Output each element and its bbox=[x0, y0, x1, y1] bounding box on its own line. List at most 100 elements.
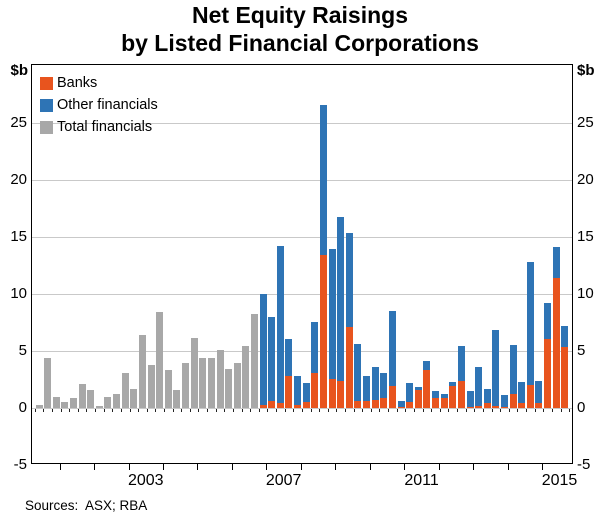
quarter-tick bbox=[258, 409, 260, 412]
y-tick-right-20: 20 bbox=[577, 170, 594, 188]
bar-2009Q2-other bbox=[345, 233, 353, 327]
quarter-tick bbox=[103, 409, 105, 412]
y-tick-left-5: 5 bbox=[18, 341, 27, 359]
quarter-tick bbox=[345, 409, 346, 412]
quarter-tick bbox=[198, 409, 200, 412]
y-tick-left-15: 15 bbox=[10, 227, 27, 245]
gridline-15 bbox=[32, 236, 572, 238]
quarter-tick bbox=[413, 409, 415, 412]
x-label-2003: 2003 bbox=[127, 472, 164, 489]
quarter-tick bbox=[353, 409, 355, 412]
y-tick-right-10: 10 bbox=[577, 284, 594, 302]
bar-2009Q4-other bbox=[363, 376, 371, 402]
quarter-tick bbox=[172, 409, 174, 412]
legend-item-banks: Banks bbox=[40, 72, 158, 94]
bar-2005Q2-total bbox=[207, 357, 215, 408]
year-tick-2012 bbox=[438, 464, 440, 470]
bar-2014Q1-other bbox=[509, 345, 517, 395]
bar-2015Q3-banks bbox=[561, 347, 569, 408]
quarter-tick bbox=[155, 409, 157, 412]
year-tick-2011 bbox=[404, 464, 406, 470]
bar-2001Q4-total bbox=[87, 389, 95, 408]
bar-2010Q2-banks bbox=[380, 397, 388, 408]
bar-2015Q2-banks bbox=[552, 277, 560, 408]
bar-2002Q4-total bbox=[121, 372, 129, 408]
bar-2012Q3-banks bbox=[457, 380, 465, 408]
bar-2000Q2-total bbox=[35, 404, 43, 408]
gridline-0 bbox=[32, 408, 572, 409]
bar-2015Q2-other bbox=[552, 246, 560, 278]
quarter-tick bbox=[482, 409, 484, 412]
year-tick-2008 bbox=[300, 464, 302, 470]
quarter-tick bbox=[224, 409, 226, 412]
quarter-tick bbox=[422, 409, 424, 412]
quarter-tick bbox=[241, 409, 243, 412]
bar-2007Q3-banks bbox=[285, 376, 293, 408]
bar-2001Q3-total bbox=[78, 384, 86, 408]
year-tick-2002 bbox=[94, 464, 96, 470]
bar-2011Q3-other bbox=[423, 361, 431, 371]
quarter-tick bbox=[215, 409, 217, 412]
bar-2009Q4-banks bbox=[363, 401, 371, 408]
quarter-tick bbox=[388, 409, 390, 412]
quarter-tick bbox=[526, 409, 528, 412]
gridline-25 bbox=[32, 122, 572, 124]
quarter-tick bbox=[34, 409, 36, 412]
year-tick-2001 bbox=[59, 464, 61, 470]
bar-2014Q3-other bbox=[526, 261, 534, 386]
quarter-tick bbox=[439, 409, 441, 412]
bar-2005Q4-total bbox=[225, 369, 233, 408]
bar-2015Q1-other bbox=[544, 302, 552, 340]
legend-label-banks: Banks bbox=[57, 74, 98, 91]
bar-2013Q4-banks bbox=[500, 406, 508, 408]
quarter-tick bbox=[232, 409, 234, 412]
year-tick-2003 bbox=[128, 464, 130, 470]
bar-2011Q2-banks bbox=[414, 389, 422, 408]
quarter-tick bbox=[457, 409, 459, 412]
bar-2002Q3-total bbox=[113, 394, 121, 408]
gridline-5 bbox=[32, 350, 572, 352]
bar-2013Q1-other bbox=[475, 366, 483, 406]
quarter-tick bbox=[396, 409, 398, 412]
quarter-tick bbox=[319, 409, 321, 412]
bar-2006Q1-total bbox=[233, 363, 241, 408]
bar-2011Q1-banks bbox=[406, 402, 414, 408]
bar-2003Q2-total bbox=[138, 334, 146, 408]
quarter-tick bbox=[51, 409, 53, 412]
legend-item-total-financials: Total financials bbox=[40, 116, 158, 138]
bar-2005Q1-total bbox=[199, 357, 207, 408]
quarter-tick bbox=[336, 409, 338, 412]
bar-2012Q2-banks bbox=[449, 386, 457, 408]
bar-2009Q1-banks bbox=[337, 380, 345, 408]
quarter-tick bbox=[112, 409, 114, 412]
quarter-tick bbox=[560, 409, 562, 412]
chart-title-line1: Net Equity Raisings bbox=[192, 2, 408, 28]
bar-2008Q2-banks bbox=[311, 372, 319, 408]
quarter-tick bbox=[163, 409, 165, 412]
legend-label-other-financials: Other financials bbox=[57, 96, 158, 113]
bar-2009Q3-banks bbox=[354, 401, 362, 408]
year-tick-2006 bbox=[231, 464, 233, 470]
quarter-tick bbox=[95, 409, 97, 412]
bar-2007Q2-other bbox=[276, 245, 284, 404]
bar-2012Q4-banks bbox=[466, 406, 474, 408]
total-financials-swatch-icon bbox=[40, 120, 53, 134]
quarter-tick bbox=[267, 409, 269, 412]
year-tick-2015 bbox=[542, 464, 544, 470]
bar-2010Q1-banks bbox=[371, 400, 379, 408]
bar-2004Q3-total bbox=[182, 363, 190, 408]
legend-label-total-financials: Total financials bbox=[57, 118, 153, 135]
bar-2011Q3-banks bbox=[423, 370, 431, 408]
bar-2006Q4-other bbox=[259, 293, 267, 405]
quarter-tick bbox=[543, 409, 545, 412]
quarter-tick bbox=[60, 409, 62, 412]
bar-2011Q4-other bbox=[432, 390, 440, 398]
bar-2013Q1-banks bbox=[475, 405, 483, 408]
bar-2008Q3-other bbox=[319, 105, 327, 255]
bar-2014Q4-banks bbox=[535, 403, 543, 408]
quarter-tick bbox=[120, 409, 122, 412]
quarter-tick bbox=[138, 409, 140, 412]
y-tick-right--5: -5 bbox=[577, 456, 591, 474]
quarter-tick bbox=[362, 409, 364, 412]
